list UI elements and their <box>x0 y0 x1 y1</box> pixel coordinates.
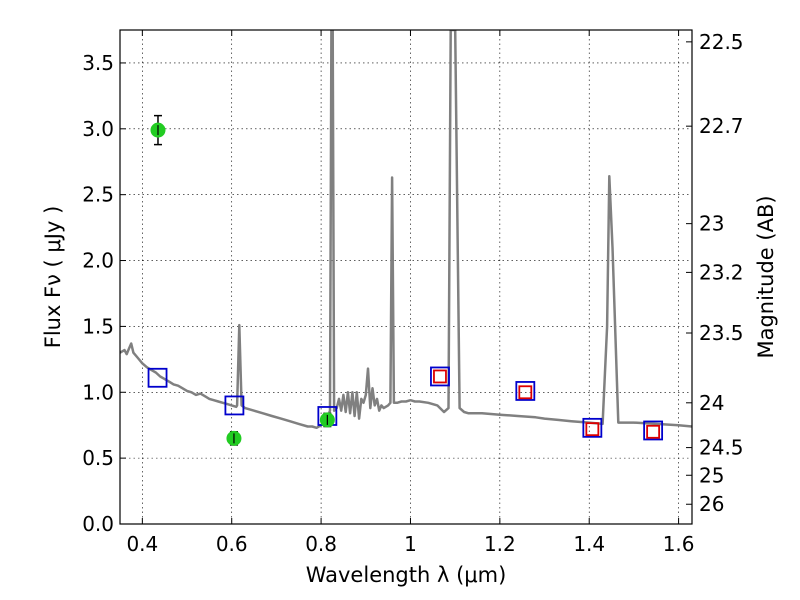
right-tick-label: 26 <box>699 492 724 516</box>
y-tick-label: 3.0 <box>82 117 114 141</box>
x-tick-label: 1 <box>404 532 417 556</box>
right-tick-label: 23 <box>699 212 724 236</box>
x-axis-label: Wavelength λ (μm) <box>306 563 507 587</box>
y-tick-label: 0.5 <box>82 446 114 470</box>
y-tick-label: 1.0 <box>82 380 114 404</box>
y-tick-label: 1.5 <box>82 314 114 338</box>
right-tick-label: 24.5 <box>699 436 744 460</box>
y-tick-label: 3.5 <box>82 51 114 75</box>
photometry-square-marker <box>646 424 661 439</box>
x-tick-label: 0.6 <box>216 532 248 556</box>
x-tick-label: 0.4 <box>126 532 158 556</box>
spectrum-line <box>120 30 692 430</box>
photometry-square-marker <box>224 395 245 416</box>
right-tick-label: 24 <box>699 391 724 415</box>
x-tick-label: 0.8 <box>305 532 337 556</box>
y-tick-label: 0.0 <box>82 512 114 536</box>
x-tick-label: 1.4 <box>573 532 605 556</box>
photometry-square-marker <box>643 420 664 441</box>
x-tick-label: 1.6 <box>663 532 695 556</box>
axes-frame <box>119 29 693 525</box>
photometry-square-marker <box>585 422 600 437</box>
ticks: 0.4 0.6 0.8 1 1.2 1.4 1.6 0.0 0.5 1.0 1.5 2.0 2.5 3.0… <box>82 30 743 556</box>
right-tick-label: 22.5 <box>699 30 744 54</box>
y-tick-label: 2.5 <box>82 183 114 207</box>
series-group <box>120 30 692 446</box>
right-axis-label: Magnitude (AB) <box>754 195 778 358</box>
right-tick-label: 23.5 <box>699 321 744 345</box>
photometry-square-marker <box>147 367 168 388</box>
y-tick-label: 2.0 <box>82 249 114 273</box>
photometry-square-marker <box>433 369 447 384</box>
photometry-square-marker <box>518 385 533 400</box>
right-tick-label: 23.2 <box>699 260 744 284</box>
right-tick-label: 22.7 <box>699 114 744 138</box>
photometry-square-marker <box>430 366 450 387</box>
right-tick-label: 25 <box>699 463 724 487</box>
plot-area <box>120 30 692 446</box>
x-tick-label: 1.2 <box>484 532 516 556</box>
y-axis-label: Flux Fν ( μJy ) <box>41 206 65 349</box>
photometry-square-marker <box>582 417 603 438</box>
photometry-square-marker <box>515 381 536 401</box>
